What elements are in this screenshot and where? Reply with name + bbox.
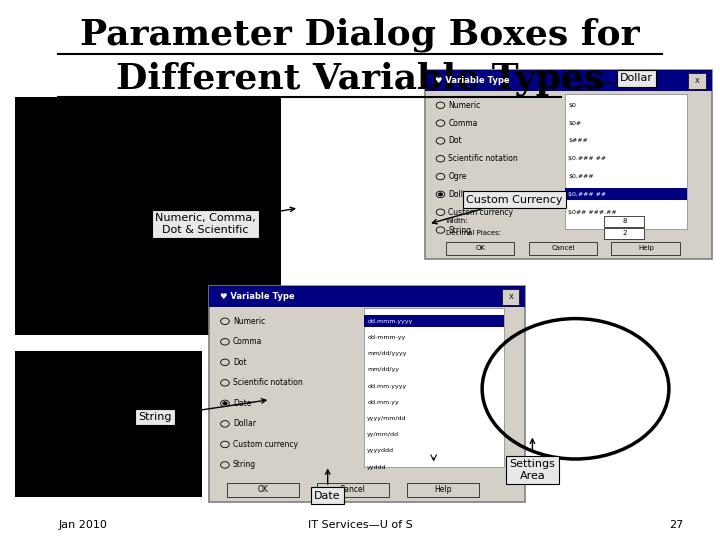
Text: Parameter Dialog Boxes for: Parameter Dialog Boxes for [80, 18, 640, 52]
Text: yyddd: yyddd [367, 464, 387, 470]
Text: Help: Help [638, 245, 654, 252]
Text: Help: Help [434, 485, 451, 494]
Text: $0.### ##: $0.### ## [568, 156, 606, 161]
Text: mm/dd/yyyy: mm/dd/yyyy [367, 351, 407, 356]
FancyBboxPatch shape [15, 351, 202, 497]
Text: X: X [696, 78, 700, 84]
Text: Different Variable Types: Different Variable Types [116, 61, 604, 96]
Text: 8: 8 [622, 218, 626, 225]
Text: Custom Currency: Custom Currency [433, 195, 563, 224]
Text: IT Services—U of S: IT Services—U of S [307, 520, 413, 530]
Text: Dot: Dot [449, 137, 462, 145]
Text: OK: OK [476, 245, 485, 252]
Text: Jan 2010: Jan 2010 [58, 520, 107, 530]
FancyBboxPatch shape [364, 308, 504, 467]
FancyBboxPatch shape [15, 97, 281, 335]
Text: yy/mm/dd: yy/mm/dd [367, 432, 399, 437]
Text: $0,###: $0,### [568, 174, 594, 179]
Text: Dot: Dot [233, 358, 246, 367]
Circle shape [438, 193, 443, 196]
Text: Numeric: Numeric [449, 101, 481, 110]
Text: Ogre: Ogre [449, 172, 467, 181]
FancyBboxPatch shape [227, 483, 299, 497]
Text: String: String [449, 226, 472, 234]
FancyBboxPatch shape [528, 242, 597, 255]
Text: yyyy/mm/dd: yyyy/mm/dd [367, 416, 407, 421]
Text: OK: OK [258, 485, 269, 494]
FancyBboxPatch shape [604, 228, 644, 239]
Text: dd.mm.yy: dd.mm.yy [367, 400, 399, 405]
Text: yyyyddd: yyyyddd [367, 448, 394, 454]
Text: dd-mmm-yy: dd-mmm-yy [367, 335, 405, 340]
FancyBboxPatch shape [446, 242, 515, 255]
Text: Numeric: Numeric [233, 317, 265, 326]
Text: mm/dd/yy: mm/dd/yy [367, 367, 399, 373]
Text: $###: $### [568, 138, 588, 144]
FancyBboxPatch shape [407, 483, 479, 497]
Text: Custom currency: Custom currency [449, 208, 513, 217]
Text: Dollar: Dollar [233, 420, 256, 428]
Text: Scientific notation: Scientific notation [449, 154, 518, 163]
FancyBboxPatch shape [425, 70, 712, 259]
Text: Scientific notation: Scientific notation [233, 379, 302, 387]
Text: Decimal Places:: Decimal Places: [446, 230, 501, 237]
Text: Numeric, Comma,
Dot & Scientific: Numeric, Comma, Dot & Scientific [156, 207, 294, 235]
FancyBboxPatch shape [317, 483, 389, 497]
Text: dd.mmm.yyyy: dd.mmm.yyyy [367, 319, 413, 324]
Text: $0## ###.##: $0## ###.## [568, 210, 617, 215]
Text: Dollar: Dollar [576, 73, 653, 90]
FancyBboxPatch shape [425, 70, 712, 91]
Text: $0: $0 [568, 103, 576, 108]
Text: dd.mm.yyyy: dd.mm.yyyy [367, 383, 406, 389]
FancyBboxPatch shape [364, 315, 504, 327]
FancyBboxPatch shape [611, 242, 680, 255]
Text: $0#: $0# [568, 120, 582, 126]
FancyBboxPatch shape [502, 289, 519, 305]
Text: Comma: Comma [449, 119, 478, 127]
Text: Custom currency: Custom currency [233, 440, 298, 449]
Text: Comma: Comma [233, 338, 262, 346]
Text: Width:: Width: [446, 218, 469, 225]
FancyBboxPatch shape [564, 188, 687, 200]
Text: Date: Date [233, 399, 251, 408]
Text: Cancel: Cancel [552, 245, 575, 252]
Text: ♥ Variable Type: ♥ Variable Type [436, 76, 510, 85]
Text: Dollar: Dollar [449, 190, 472, 199]
FancyBboxPatch shape [604, 216, 644, 227]
Text: Settings
Area: Settings Area [510, 439, 555, 481]
Text: X: X [508, 294, 513, 300]
Text: 27: 27 [669, 520, 683, 530]
Circle shape [222, 402, 227, 405]
FancyBboxPatch shape [564, 94, 687, 230]
Text: $0,### ##: $0,### ## [568, 192, 606, 197]
Text: String: String [233, 461, 256, 469]
Text: String: String [138, 399, 266, 422]
FancyBboxPatch shape [209, 286, 525, 502]
FancyBboxPatch shape [688, 73, 706, 89]
Text: ♥ Variable Type: ♥ Variable Type [220, 292, 294, 301]
FancyBboxPatch shape [209, 286, 525, 307]
Text: 2: 2 [622, 230, 626, 237]
Text: Date: Date [315, 470, 341, 501]
Text: Cancel: Cancel [340, 485, 366, 494]
